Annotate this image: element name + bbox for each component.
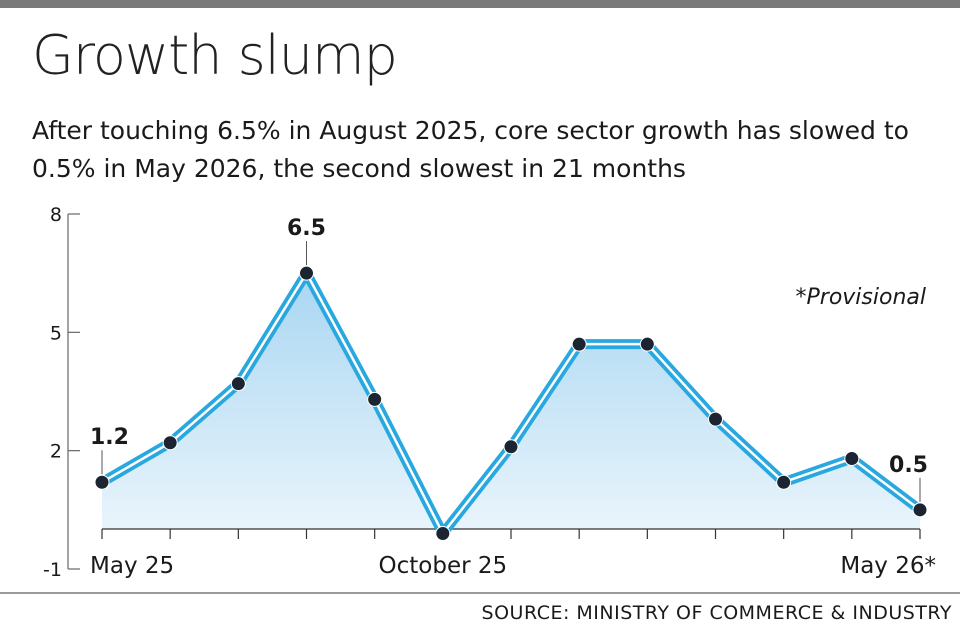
x-tick-label: May 26* [840, 553, 936, 579]
data-label: 0.5 [889, 453, 928, 478]
data-point [230, 376, 246, 392]
top-rule [0, 0, 960, 8]
x-tick-label: October 25 [379, 553, 508, 579]
chart-title: Growth slump [32, 24, 398, 87]
y-tick-label: -1 [43, 559, 62, 581]
y-tick-label: 8 [50, 204, 62, 226]
y-tick-label: 2 [50, 441, 62, 463]
data-point [708, 411, 723, 427]
data-label: 6.5 [287, 216, 326, 241]
data-point [94, 474, 110, 490]
chart-subtitle: After touching 6.5% in August 2025, core… [32, 116, 909, 183]
provisional-note: *Provisional [796, 285, 926, 310]
y-tick-label: 5 [50, 322, 62, 344]
line-chart: 8 5 2 -1 May 25 October 25 May 26* 1.2 6.5 0.5 *Pr… [43, 204, 936, 581]
bottom-rule [0, 592, 960, 594]
data-point [912, 502, 928, 518]
data-point [844, 451, 860, 467]
data-point [503, 439, 519, 455]
data-point [639, 336, 655, 352]
data-label: 1.2 [90, 425, 129, 450]
area-fill [102, 273, 920, 534]
data-point [367, 391, 383, 407]
data-point [299, 265, 314, 281]
data-point [571, 336, 587, 352]
data-point [162, 435, 178, 451]
x-tick-label: May 25 [90, 553, 174, 579]
data-point [435, 526, 451, 541]
source-note: SOURCE: MINISTRY OF COMMERCE & INDUSTRY [481, 602, 952, 624]
data-point [776, 474, 792, 490]
